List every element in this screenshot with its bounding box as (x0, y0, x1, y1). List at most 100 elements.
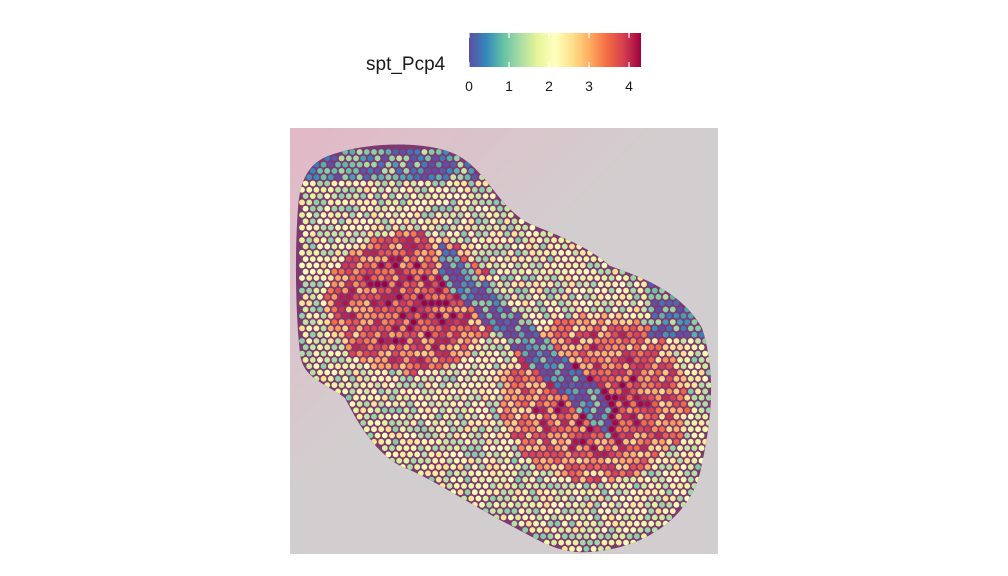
expression-spot (612, 281, 619, 288)
expression-spot (648, 520, 655, 527)
expression-spot (335, 300, 341, 307)
expression-spot (558, 237, 565, 244)
expression-spot (619, 445, 626, 451)
expression-spot (644, 300, 651, 307)
expression-spot (385, 224, 392, 231)
expression-spot (446, 218, 453, 225)
expression-spot (403, 394, 410, 401)
expression-spot (533, 331, 539, 338)
expression-spot (471, 212, 478, 218)
expression-spot (417, 155, 424, 162)
expression-spot (529, 312, 536, 319)
expression-spot (363, 388, 370, 395)
expression-spot (367, 306, 374, 313)
expression-spot (500, 262, 507, 269)
expression-spot (641, 483, 647, 489)
expression-spot (565, 476, 572, 483)
expression-spot (623, 388, 629, 395)
expression-spot (554, 394, 561, 401)
expression-spot (342, 300, 349, 307)
expression-spot (407, 249, 413, 256)
expression-spot (525, 319, 532, 325)
expression-spot (529, 363, 536, 370)
expression-spot (353, 344, 359, 351)
expression-spot (479, 501, 485, 508)
expression-spot (435, 161, 442, 168)
expression-spot (425, 319, 431, 325)
expression-spot (407, 312, 413, 319)
expression-spot (356, 224, 363, 231)
expression-spot (464, 375, 471, 382)
expression-spot (684, 331, 691, 338)
expression-spot (349, 161, 356, 168)
expression-spot (345, 243, 352, 250)
expression-spot (331, 369, 338, 376)
expression-spot (421, 287, 428, 294)
expression-spot (626, 432, 633, 439)
expression-spot (515, 224, 521, 231)
expression-spot (396, 420, 403, 426)
expression-spot (309, 256, 316, 262)
expression-spot (367, 319, 374, 325)
expression-spot (691, 319, 698, 325)
expression-spot (504, 231, 511, 237)
expression-spot (507, 464, 514, 470)
expression-spot (432, 344, 439, 351)
expression-spot (518, 420, 525, 426)
expression-spot (601, 438, 608, 445)
expression-spot (619, 319, 626, 325)
expression-spot (457, 401, 464, 407)
expression-spot (515, 514, 521, 521)
expression-spot (356, 199, 363, 206)
expression-spot (594, 464, 601, 470)
expression-spot (601, 539, 608, 546)
expression-spot (529, 476, 536, 483)
expression-spot (626, 445, 633, 451)
expression-spot (331, 281, 338, 288)
expression-spot (572, 325, 579, 332)
expression-spot (360, 243, 367, 250)
expression-spot (587, 401, 593, 407)
expression-spot (306, 325, 313, 332)
expression-spot (637, 388, 644, 395)
expression-spot (587, 426, 593, 433)
expression-spot (569, 268, 575, 275)
expression-spot (608, 413, 615, 420)
expression-spot (615, 338, 622, 344)
expression-spot (576, 268, 583, 275)
expression-spot (525, 520, 532, 527)
expression-spot (353, 357, 359, 363)
expression-spot (371, 426, 377, 433)
expression-spot (482, 495, 489, 502)
expression-spot (626, 420, 633, 426)
expression-spot (662, 369, 669, 376)
expression-spot (439, 256, 446, 262)
expression-spot (464, 464, 471, 470)
expression-spot (349, 174, 356, 181)
expression-spot (381, 243, 388, 250)
expression-spot (677, 344, 683, 351)
expression-spot (443, 426, 449, 433)
expression-spot (594, 363, 601, 370)
expression-spot (432, 382, 439, 388)
expression-spot (583, 306, 590, 313)
expression-spot (360, 319, 367, 325)
expression-spot (446, 483, 453, 489)
expression-spot (482, 382, 489, 388)
expression-spot (677, 445, 683, 451)
expression-spot (399, 325, 406, 332)
expression-spot (637, 426, 644, 433)
expression-spot (579, 426, 586, 433)
expression-spot (482, 357, 489, 363)
expression-spot (421, 262, 428, 269)
expression-spot (558, 249, 565, 256)
expression-spot (407, 388, 413, 395)
expression-spot (666, 413, 673, 420)
expression-spot (399, 199, 406, 206)
expression-spot (597, 470, 604, 477)
expression-spot (482, 344, 489, 351)
expression-spot (471, 262, 478, 269)
expression-spot (680, 312, 687, 319)
expression-spot (543, 401, 550, 407)
expression-spot (381, 294, 388, 300)
